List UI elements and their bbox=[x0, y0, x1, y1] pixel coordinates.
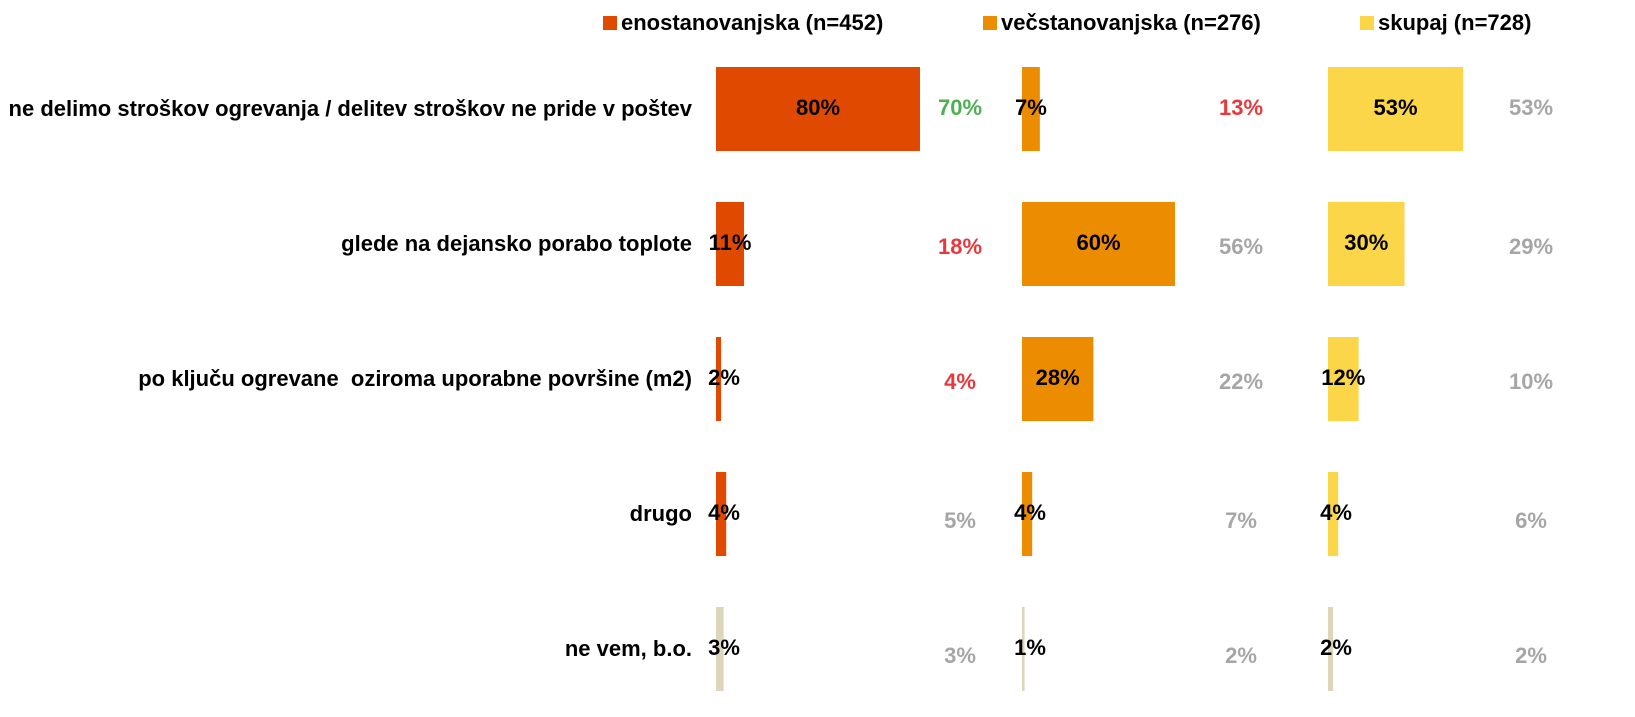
comparison-label: 56% bbox=[1219, 234, 1263, 259]
legend-swatch bbox=[983, 16, 997, 30]
comparison-label: 13% bbox=[1219, 95, 1263, 120]
comparison-label: 22% bbox=[1219, 369, 1263, 394]
bar-label: 2% bbox=[708, 365, 740, 390]
comparison-label: 5% bbox=[944, 508, 976, 533]
bar bbox=[1328, 337, 1359, 421]
category-label: drugo bbox=[629, 501, 692, 526]
comparison-label: 3% bbox=[944, 643, 976, 668]
bar bbox=[1022, 202, 1175, 286]
comparison-label: 4% bbox=[944, 369, 976, 394]
bar bbox=[1328, 67, 1464, 151]
category-label: po ključu ogrevane oziroma uporabne povr… bbox=[138, 366, 692, 391]
category-label: glede na dejansko porabo toplote bbox=[341, 231, 692, 256]
bar-label: 4% bbox=[708, 500, 740, 525]
comparison-label: 2% bbox=[1225, 643, 1257, 668]
bar-label: 7% bbox=[1015, 95, 1047, 120]
bar-label: 3% bbox=[708, 635, 740, 660]
bar bbox=[716, 607, 724, 691]
comparison-label: 2% bbox=[1515, 643, 1547, 668]
legend-swatch bbox=[1360, 16, 1374, 30]
category-label: ne vem, b.o. bbox=[564, 636, 692, 661]
bar-label: 4% bbox=[1320, 500, 1352, 525]
bar-label: 60% bbox=[1076, 230, 1120, 255]
bar bbox=[716, 337, 722, 421]
bar-label: 80% bbox=[796, 95, 840, 120]
comparison-label: 10% bbox=[1509, 369, 1553, 394]
legend-label: enostanovanjska (n=452) bbox=[621, 10, 883, 35]
bar bbox=[1022, 337, 1094, 421]
legend-label: skupaj (n=728) bbox=[1378, 10, 1531, 35]
bar-label: 4% bbox=[1014, 500, 1046, 525]
bar bbox=[1328, 202, 1405, 286]
category-label: ne delimo stroškov ogrevanja / delitev s… bbox=[8, 96, 692, 121]
bar bbox=[1022, 607, 1025, 691]
comparison-label: 53% bbox=[1509, 95, 1553, 120]
bar bbox=[1022, 67, 1040, 151]
bar bbox=[1328, 472, 1339, 556]
legend-label: večstanovanjska (n=276) bbox=[1001, 10, 1261, 35]
legend-swatch bbox=[603, 16, 617, 30]
bar-label: 53% bbox=[1374, 95, 1418, 120]
bar-label: 12% bbox=[1321, 365, 1365, 390]
bar bbox=[716, 472, 727, 556]
bar-label: 28% bbox=[1036, 365, 1080, 390]
bar-label: 30% bbox=[1344, 230, 1388, 255]
bar-label: 2% bbox=[1320, 635, 1352, 660]
bar bbox=[716, 202, 745, 286]
comparison-label: 70% bbox=[938, 95, 982, 120]
bar-label: 11% bbox=[709, 230, 752, 255]
bar-label: 1% bbox=[1014, 635, 1046, 660]
bar bbox=[1022, 472, 1033, 556]
comparison-label: 6% bbox=[1515, 508, 1547, 533]
bar bbox=[716, 67, 920, 151]
comparison-label: 29% bbox=[1509, 234, 1553, 259]
comparison-label: 7% bbox=[1225, 508, 1257, 533]
bar bbox=[1328, 607, 1334, 691]
comparison-label: 18% bbox=[938, 234, 982, 259]
